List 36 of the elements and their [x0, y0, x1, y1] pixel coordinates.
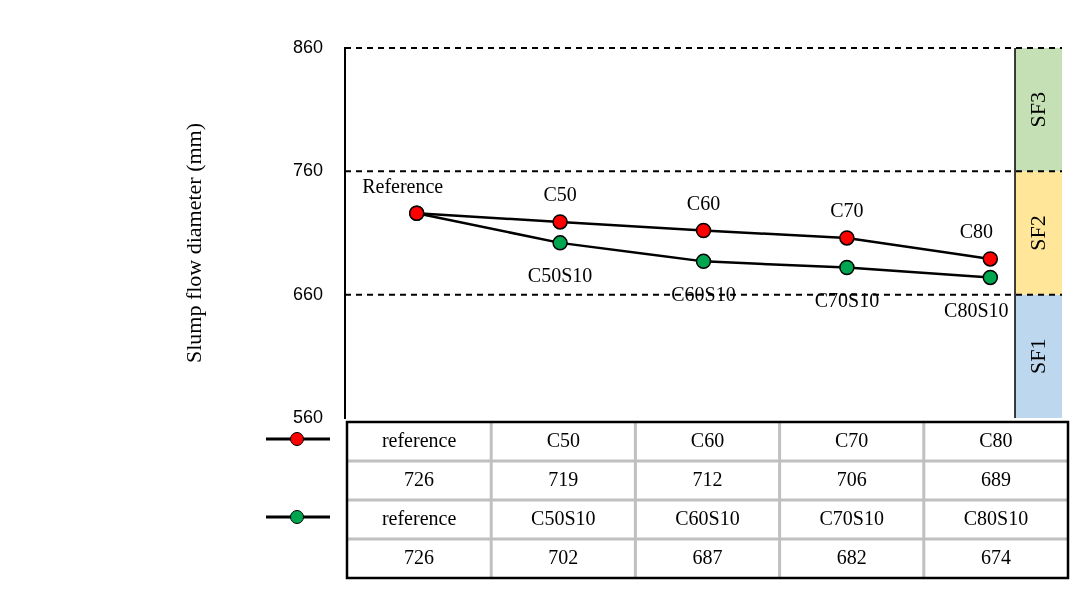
- y-axis-title: Slump flow diameter (mm): [180, 122, 206, 364]
- y-tick-label: 860: [292, 36, 323, 57]
- data-label: 702: [548, 545, 579, 568]
- data-label: 689: [980, 467, 1011, 490]
- band-label: SF3: [1024, 91, 1050, 128]
- y-tick-label: 760: [292, 160, 323, 181]
- annotation: C50S10: [527, 264, 593, 287]
- text: C60: [690, 428, 725, 451]
- band-label: SF2: [1024, 215, 1050, 251]
- text: C60S10: [675, 506, 740, 529]
- text: C50: [546, 428, 580, 451]
- text: C70S10: [819, 506, 884, 529]
- annotation: C60: [686, 191, 721, 214]
- data-label: 719: [548, 467, 579, 490]
- data-label: 682: [836, 545, 867, 568]
- annotation: C80: [959, 220, 993, 243]
- y-tick-label: 560: [292, 406, 323, 427]
- text: C80S10: [963, 506, 1029, 529]
- data-label: 726: [404, 545, 435, 568]
- text: reference: [381, 506, 457, 529]
- data-label: 726: [404, 467, 435, 490]
- data-label: 712: [692, 467, 723, 490]
- data-label: 674: [980, 545, 1011, 568]
- annotation: C70: [830, 199, 864, 222]
- annotation: C80S10: [944, 298, 1009, 321]
- annotation: C50: [543, 183, 577, 206]
- annotation: Reference: [362, 174, 444, 197]
- annotation: C60S10: [671, 282, 736, 305]
- text: reference: [381, 428, 457, 451]
- text: C80: [979, 428, 1013, 451]
- band-label: SF1: [1024, 338, 1050, 375]
- data-label: 706: [836, 467, 867, 490]
- text: C50S10: [531, 506, 596, 529]
- text: C70: [835, 428, 869, 451]
- data-label: 687: [692, 545, 723, 568]
- y-tick-label: 660: [292, 283, 323, 304]
